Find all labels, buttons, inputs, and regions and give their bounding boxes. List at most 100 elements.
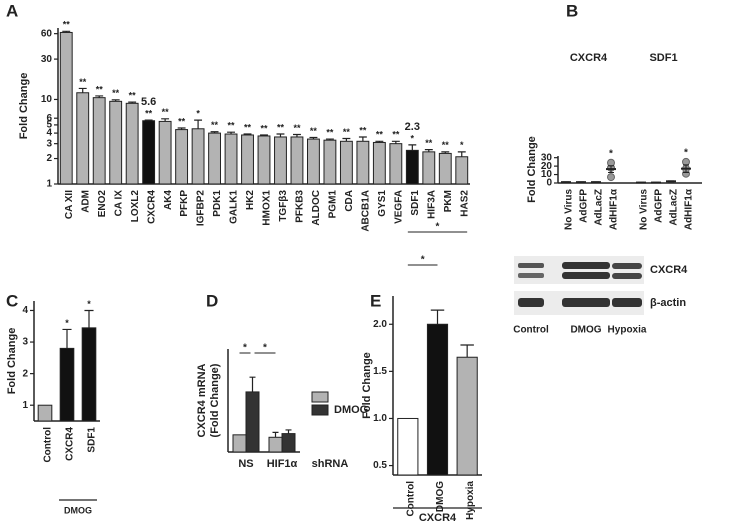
bar: [125, 102, 139, 185]
x-tick-label: AK4: [163, 190, 174, 210]
x-tick-label: CA IX: [113, 190, 124, 217]
panel-letter: C: [6, 291, 18, 310]
significance-label: **: [96, 84, 104, 94]
significance-label: *: [460, 140, 464, 150]
x-tick-label: ENO2: [97, 190, 108, 218]
panel-letter: D: [206, 291, 218, 310]
y-axis-label: Fold Change: [361, 352, 373, 419]
x-tick-label: GALK1: [229, 190, 240, 224]
x-tick-label: LOXL2: [130, 190, 141, 223]
bar: [405, 149, 419, 185]
bar: [59, 347, 75, 422]
error-bar: [457, 151, 466, 157]
bar: [257, 135, 271, 185]
significance-label: **: [277, 122, 285, 132]
x-tick-label: GYS1: [377, 190, 388, 217]
bar: [426, 323, 449, 476]
panel-letter: E: [370, 291, 381, 310]
bar: [158, 120, 172, 185]
x-tick-label: HK2: [245, 190, 256, 210]
error-bar: [84, 309, 94, 328]
significance-label: **: [79, 77, 87, 87]
y-tick-label: 30: [541, 152, 553, 163]
significance-label: **: [162, 107, 170, 117]
bar: [268, 436, 283, 453]
x-tick-label: DMOG: [435, 481, 446, 512]
x-tick-label: CXCR4: [146, 190, 157, 224]
significance-label: **: [112, 88, 120, 98]
x-tick-label: AdHIF1α: [609, 188, 620, 230]
band: [612, 263, 642, 269]
error-bar: [391, 140, 400, 144]
bar: [455, 156, 469, 185]
band: [518, 273, 544, 278]
bar: [389, 143, 403, 185]
x-tick-label: Control: [43, 427, 54, 463]
error-bar: [210, 131, 219, 134]
error-bar: [272, 431, 279, 438]
x-tick-label: SDF1: [87, 427, 98, 453]
bar: [191, 128, 205, 185]
error-bar: [194, 119, 203, 129]
blot-row-label: CXCR4: [650, 264, 688, 276]
significance-label: **: [326, 127, 334, 137]
x-tick-label: ALDOC: [311, 190, 322, 226]
bar: [372, 141, 386, 185]
y-axis-label: CXCR4 mRNA: [196, 363, 208, 437]
data-point: [682, 157, 690, 166]
panel-letter: A: [6, 1, 18, 20]
x-tick-label: AdGFP: [579, 189, 590, 223]
error-bar: [460, 344, 474, 358]
significance-label: *: [263, 343, 267, 354]
bar: [241, 134, 254, 185]
bar: [109, 100, 123, 185]
y-tick-label: 3: [22, 337, 28, 348]
error-bar: [441, 151, 450, 154]
x-tick-label: PFKB3: [295, 190, 306, 223]
x-tick-label: VEGFA: [393, 190, 404, 224]
y-tick-label: 0: [546, 178, 552, 189]
significance-label: *: [196, 108, 200, 118]
x-axis-label: shRNA: [312, 458, 349, 470]
significance-label: *: [421, 255, 425, 266]
error-bar: [144, 119, 153, 121]
significance-label: **: [178, 116, 186, 126]
x-tick-label: AdGFP: [654, 189, 665, 223]
significance-label: **: [442, 140, 450, 150]
significance-label: **: [129, 90, 137, 100]
error-bar: [260, 134, 268, 136]
value-label: 5.6: [141, 96, 156, 108]
error-bar: [227, 131, 235, 135]
band: [612, 273, 642, 279]
error-bar: [111, 99, 120, 102]
error-bar: [276, 133, 285, 137]
bar: [307, 138, 320, 185]
x-tick-label: CDA: [344, 190, 355, 212]
significance-label: *: [609, 148, 613, 159]
y-tick-label: 3: [46, 138, 52, 149]
error-bar: [325, 138, 334, 141]
error-bar: [424, 149, 433, 152]
group-label: DMOG: [64, 505, 92, 515]
x-tick-label: HMOX1: [262, 190, 273, 226]
significance-label: **: [425, 138, 433, 148]
x-tick-label: PDK1: [212, 190, 223, 217]
significance-label: **: [310, 126, 318, 136]
significance-label: *: [243, 343, 247, 354]
bar: [142, 120, 156, 185]
significance-label: *: [436, 222, 440, 233]
x-tick-label: PGM1: [328, 190, 339, 219]
x-tick-label: No Virus: [639, 189, 650, 230]
significance-label: **: [293, 123, 301, 133]
y-tick-label: 4: [22, 305, 28, 316]
y-tick-label: 1.5: [373, 366, 387, 377]
x-tick-label: NS: [238, 458, 253, 470]
bar: [290, 136, 304, 185]
x-tick-label: CA XII: [64, 190, 75, 219]
y-tick-label: 1: [22, 400, 28, 411]
error-bar: [62, 30, 71, 33]
y-tick-label: 10: [41, 94, 53, 105]
x-tick-label: ADM: [80, 190, 91, 213]
x-axis-label: CXCR4: [419, 512, 457, 524]
